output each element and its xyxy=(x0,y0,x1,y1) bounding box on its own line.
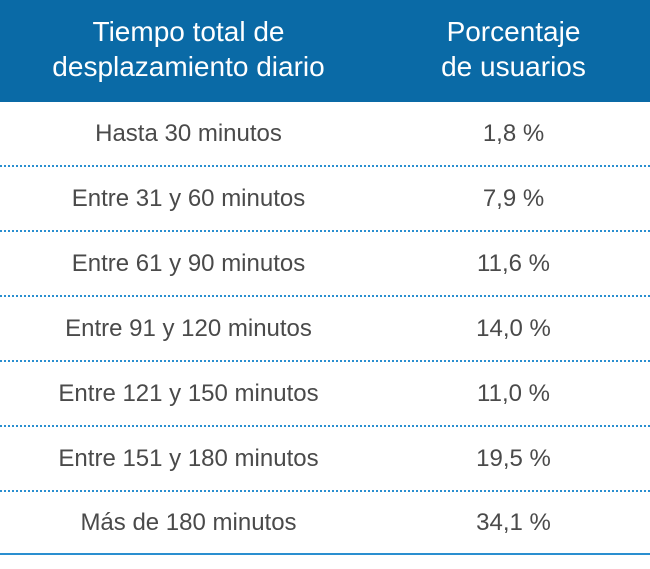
column-header-range: Tiempo total de desplazamiento diario xyxy=(0,14,377,84)
column-header-range-line1: Tiempo total de xyxy=(93,16,285,47)
column-header-pct-line2: de usuarios xyxy=(441,51,586,82)
cell-pct: 34,1 % xyxy=(377,509,650,537)
table-row: Entre 91 y 120 minutos 14,0 % xyxy=(0,297,650,360)
cell-range: Entre 61 y 90 minutos xyxy=(0,250,377,278)
cell-range: Entre 121 y 150 minutos xyxy=(0,380,377,408)
table-row: Entre 31 y 60 minutos 7,9 % xyxy=(0,167,650,230)
table-row: Más de 180 minutos 34,1 % xyxy=(0,492,650,555)
column-header-range-line2: desplazamiento diario xyxy=(52,51,324,82)
table-row: Hasta 30 minutos 1,8 % xyxy=(0,102,650,165)
cell-pct: 11,6 % xyxy=(377,250,650,278)
table-body: Hasta 30 minutos 1,8 % Entre 31 y 60 min… xyxy=(0,102,650,555)
table-header-row: Tiempo total de desplazamiento diario Po… xyxy=(0,0,650,102)
cell-range: Entre 31 y 60 minutos xyxy=(0,185,377,213)
cell-range: Hasta 30 minutos xyxy=(0,120,377,148)
column-header-pct: Porcentaje de usuarios xyxy=(377,14,650,84)
cell-pct: 11,0 % xyxy=(377,380,650,408)
column-header-pct-line1: Porcentaje xyxy=(447,16,581,47)
cell-pct: 19,5 % xyxy=(377,445,650,473)
table-row: Entre 121 y 150 minutos 11,0 % xyxy=(0,362,650,425)
cell-range: Entre 91 y 120 minutos xyxy=(0,315,377,343)
cell-range: Más de 180 minutos xyxy=(0,509,377,537)
cell-range: Entre 151 y 180 minutos xyxy=(0,445,377,473)
cell-pct: 7,9 % xyxy=(377,185,650,213)
table-row: Entre 151 y 180 minutos 19,5 % xyxy=(0,427,650,490)
cell-pct: 14,0 % xyxy=(377,315,650,343)
table-row: Entre 61 y 90 minutos 11,6 % xyxy=(0,232,650,295)
cell-pct: 1,8 % xyxy=(377,120,650,148)
commute-time-table: Tiempo total de desplazamiento diario Po… xyxy=(0,0,650,555)
